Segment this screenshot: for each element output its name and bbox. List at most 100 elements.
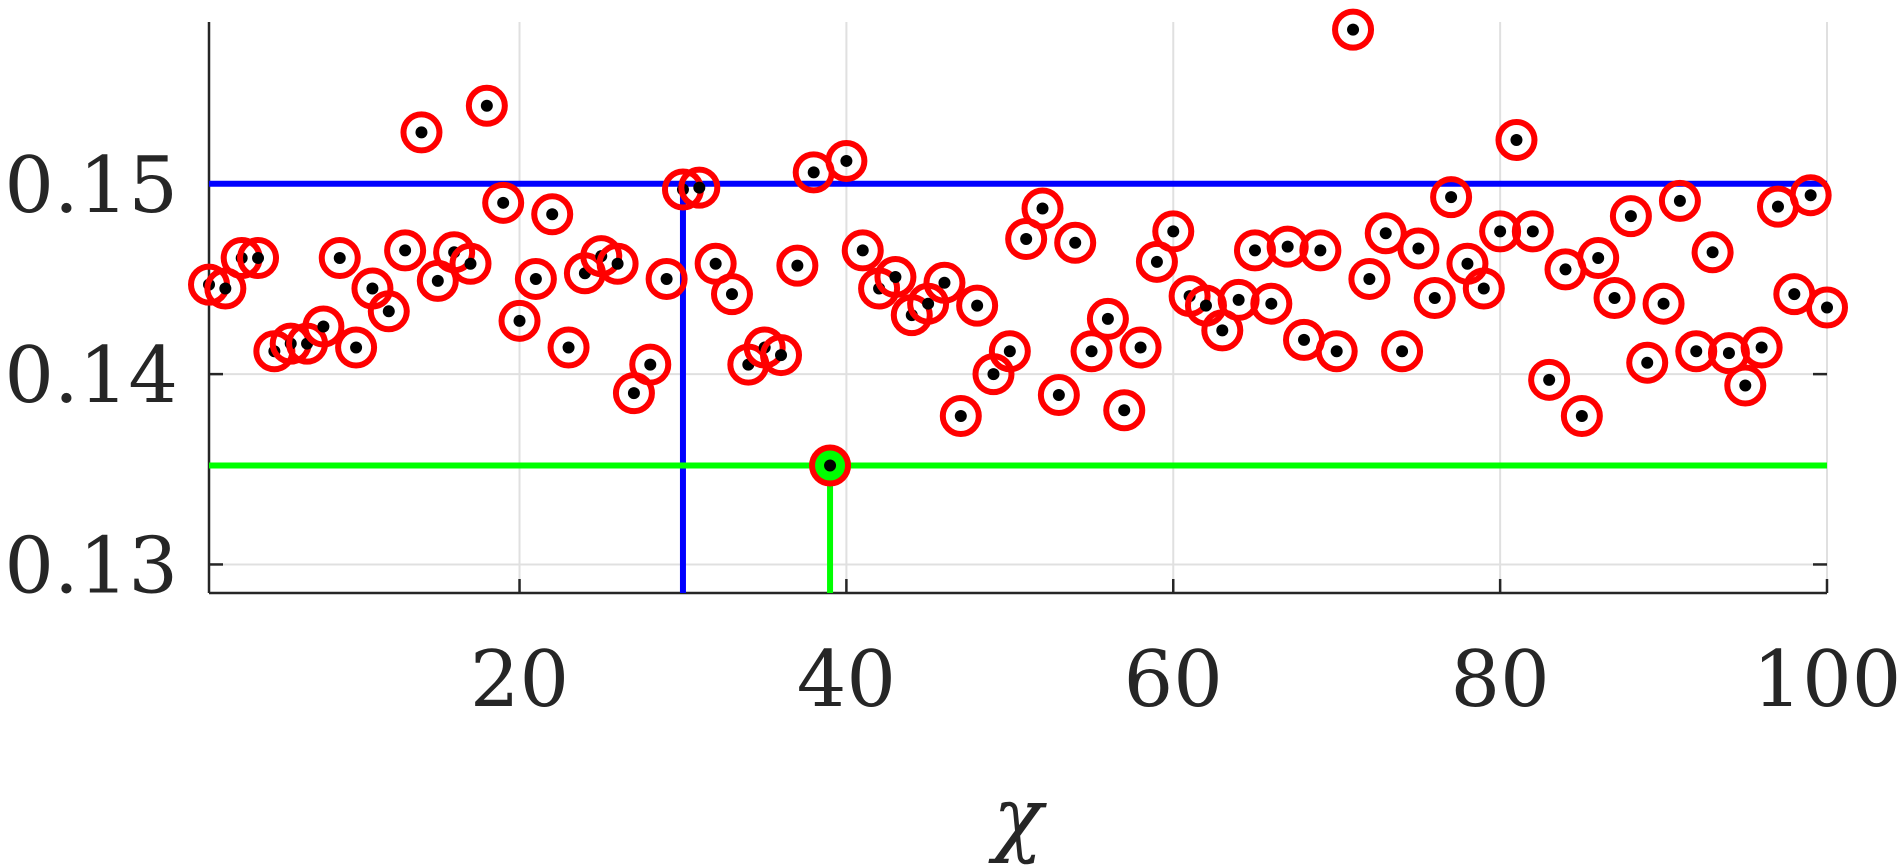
x-tick-label: 20 xyxy=(470,635,569,725)
data-point-ring xyxy=(1511,210,1554,253)
tick-labels: 20 40 60 80 100 0.13 0.14 0.15 xyxy=(4,141,1901,725)
data-point-dot xyxy=(1199,299,1212,312)
data-point-dot xyxy=(693,181,706,194)
data-point-dot xyxy=(1608,291,1621,304)
x-axis-label: χ xyxy=(988,771,1047,866)
data-point-dot xyxy=(660,272,673,285)
data-point-dot xyxy=(775,349,788,362)
data-point-ring xyxy=(1037,374,1080,417)
data-point-dot xyxy=(1575,409,1588,422)
data-point-dot xyxy=(1020,232,1033,245)
data-point-dot xyxy=(1526,225,1539,238)
data-point-dot xyxy=(1118,404,1131,417)
data-point-dot xyxy=(1771,200,1784,213)
data-point-dot xyxy=(1150,255,1163,268)
data-point-dot xyxy=(987,368,1000,381)
data-point-ring xyxy=(956,284,999,327)
data-point-dot xyxy=(1477,282,1490,295)
data-point-dot xyxy=(252,252,265,265)
data-point-ring xyxy=(1364,212,1407,255)
data-point-dot xyxy=(562,341,575,354)
data-point-dot xyxy=(415,126,428,139)
data-point-dot xyxy=(1494,225,1507,238)
data-point-dot xyxy=(1690,345,1703,358)
data-point-dot xyxy=(954,409,967,422)
data-point-ring xyxy=(1495,119,1538,162)
data-point-ring xyxy=(1103,389,1146,432)
data-point-dot xyxy=(1396,345,1409,358)
data-point-ring xyxy=(1348,257,1391,300)
data-point-ring xyxy=(776,244,819,287)
data-point-dot xyxy=(709,257,722,270)
data-point-dot xyxy=(1624,210,1637,223)
data-point-dot xyxy=(1412,242,1425,255)
data-point-dot xyxy=(725,288,738,301)
data-point-dot xyxy=(1428,291,1441,304)
data-point-ring xyxy=(1675,330,1718,373)
data-point-ring xyxy=(302,305,345,348)
data-point-ring xyxy=(1430,176,1473,219)
data-point-ring xyxy=(1789,174,1832,217)
data-point-dot xyxy=(431,274,444,287)
data-point-dot xyxy=(922,297,935,310)
data-point-dot xyxy=(1003,345,1016,358)
data-point-dot xyxy=(219,282,232,295)
data-point-dot xyxy=(1755,341,1768,354)
data-point-ring xyxy=(678,166,721,209)
data-point-ring xyxy=(1021,187,1064,230)
data-point-dot xyxy=(1314,244,1327,257)
best-point-dot xyxy=(824,459,837,472)
data-point-dot xyxy=(807,166,820,179)
data-point-dot xyxy=(856,244,869,257)
data-point-dot xyxy=(1641,356,1654,369)
data-point-ring xyxy=(400,111,443,154)
data-point-dot xyxy=(840,154,853,167)
data-point-dot xyxy=(1363,272,1376,285)
data-point-ring xyxy=(498,299,541,342)
x-tick-label: 100 xyxy=(1753,635,1902,725)
data-point-dot xyxy=(1559,263,1572,276)
data-point-ring xyxy=(1086,297,1129,340)
reference-lines xyxy=(209,180,1827,593)
grid-lines xyxy=(209,22,1828,593)
data-point-dot xyxy=(1248,244,1261,257)
data-point-dot xyxy=(611,257,624,270)
data-point-dot xyxy=(1298,333,1311,346)
x-tick-label: 60 xyxy=(1124,635,1223,725)
data-point-dot xyxy=(464,257,477,270)
data-point-dot xyxy=(1036,202,1049,215)
data-point-dot xyxy=(1804,189,1817,202)
data-point-ring xyxy=(465,84,508,127)
data-point-dot xyxy=(1069,236,1082,249)
data-point-dot xyxy=(1510,134,1523,147)
data-point-ring xyxy=(825,139,868,182)
data-point-ring xyxy=(1528,358,1571,401)
data-point-ring xyxy=(384,229,427,272)
data-point-ring xyxy=(449,242,492,285)
data-point-dot xyxy=(627,387,640,400)
data-point-dot xyxy=(546,208,559,221)
data-point-dot xyxy=(1347,23,1360,36)
data-point-dot xyxy=(1281,240,1294,253)
data-point-ring xyxy=(514,257,557,300)
data-point-dot xyxy=(1739,379,1752,392)
x-tick-label: 40 xyxy=(797,635,896,725)
data-point-dot xyxy=(1461,257,1474,270)
data-point-ring xyxy=(629,343,672,386)
data-point-ring xyxy=(237,237,280,280)
data-point-dot xyxy=(1543,373,1556,386)
data-point-dot xyxy=(1101,312,1114,325)
data-point-ring xyxy=(1413,276,1456,319)
data-point-ring xyxy=(1315,330,1358,373)
data-point-ring xyxy=(1462,267,1505,310)
data-point-ring xyxy=(1806,286,1848,329)
data-point-dot xyxy=(366,282,379,295)
data-point-ring xyxy=(596,242,639,285)
data-point-dot xyxy=(971,299,984,312)
data-point-dot xyxy=(1232,293,1245,306)
data-point-ring xyxy=(547,326,590,369)
data-point-ring xyxy=(1299,229,1342,272)
data-point-dot xyxy=(529,272,542,285)
data-point-dot xyxy=(1052,389,1065,402)
